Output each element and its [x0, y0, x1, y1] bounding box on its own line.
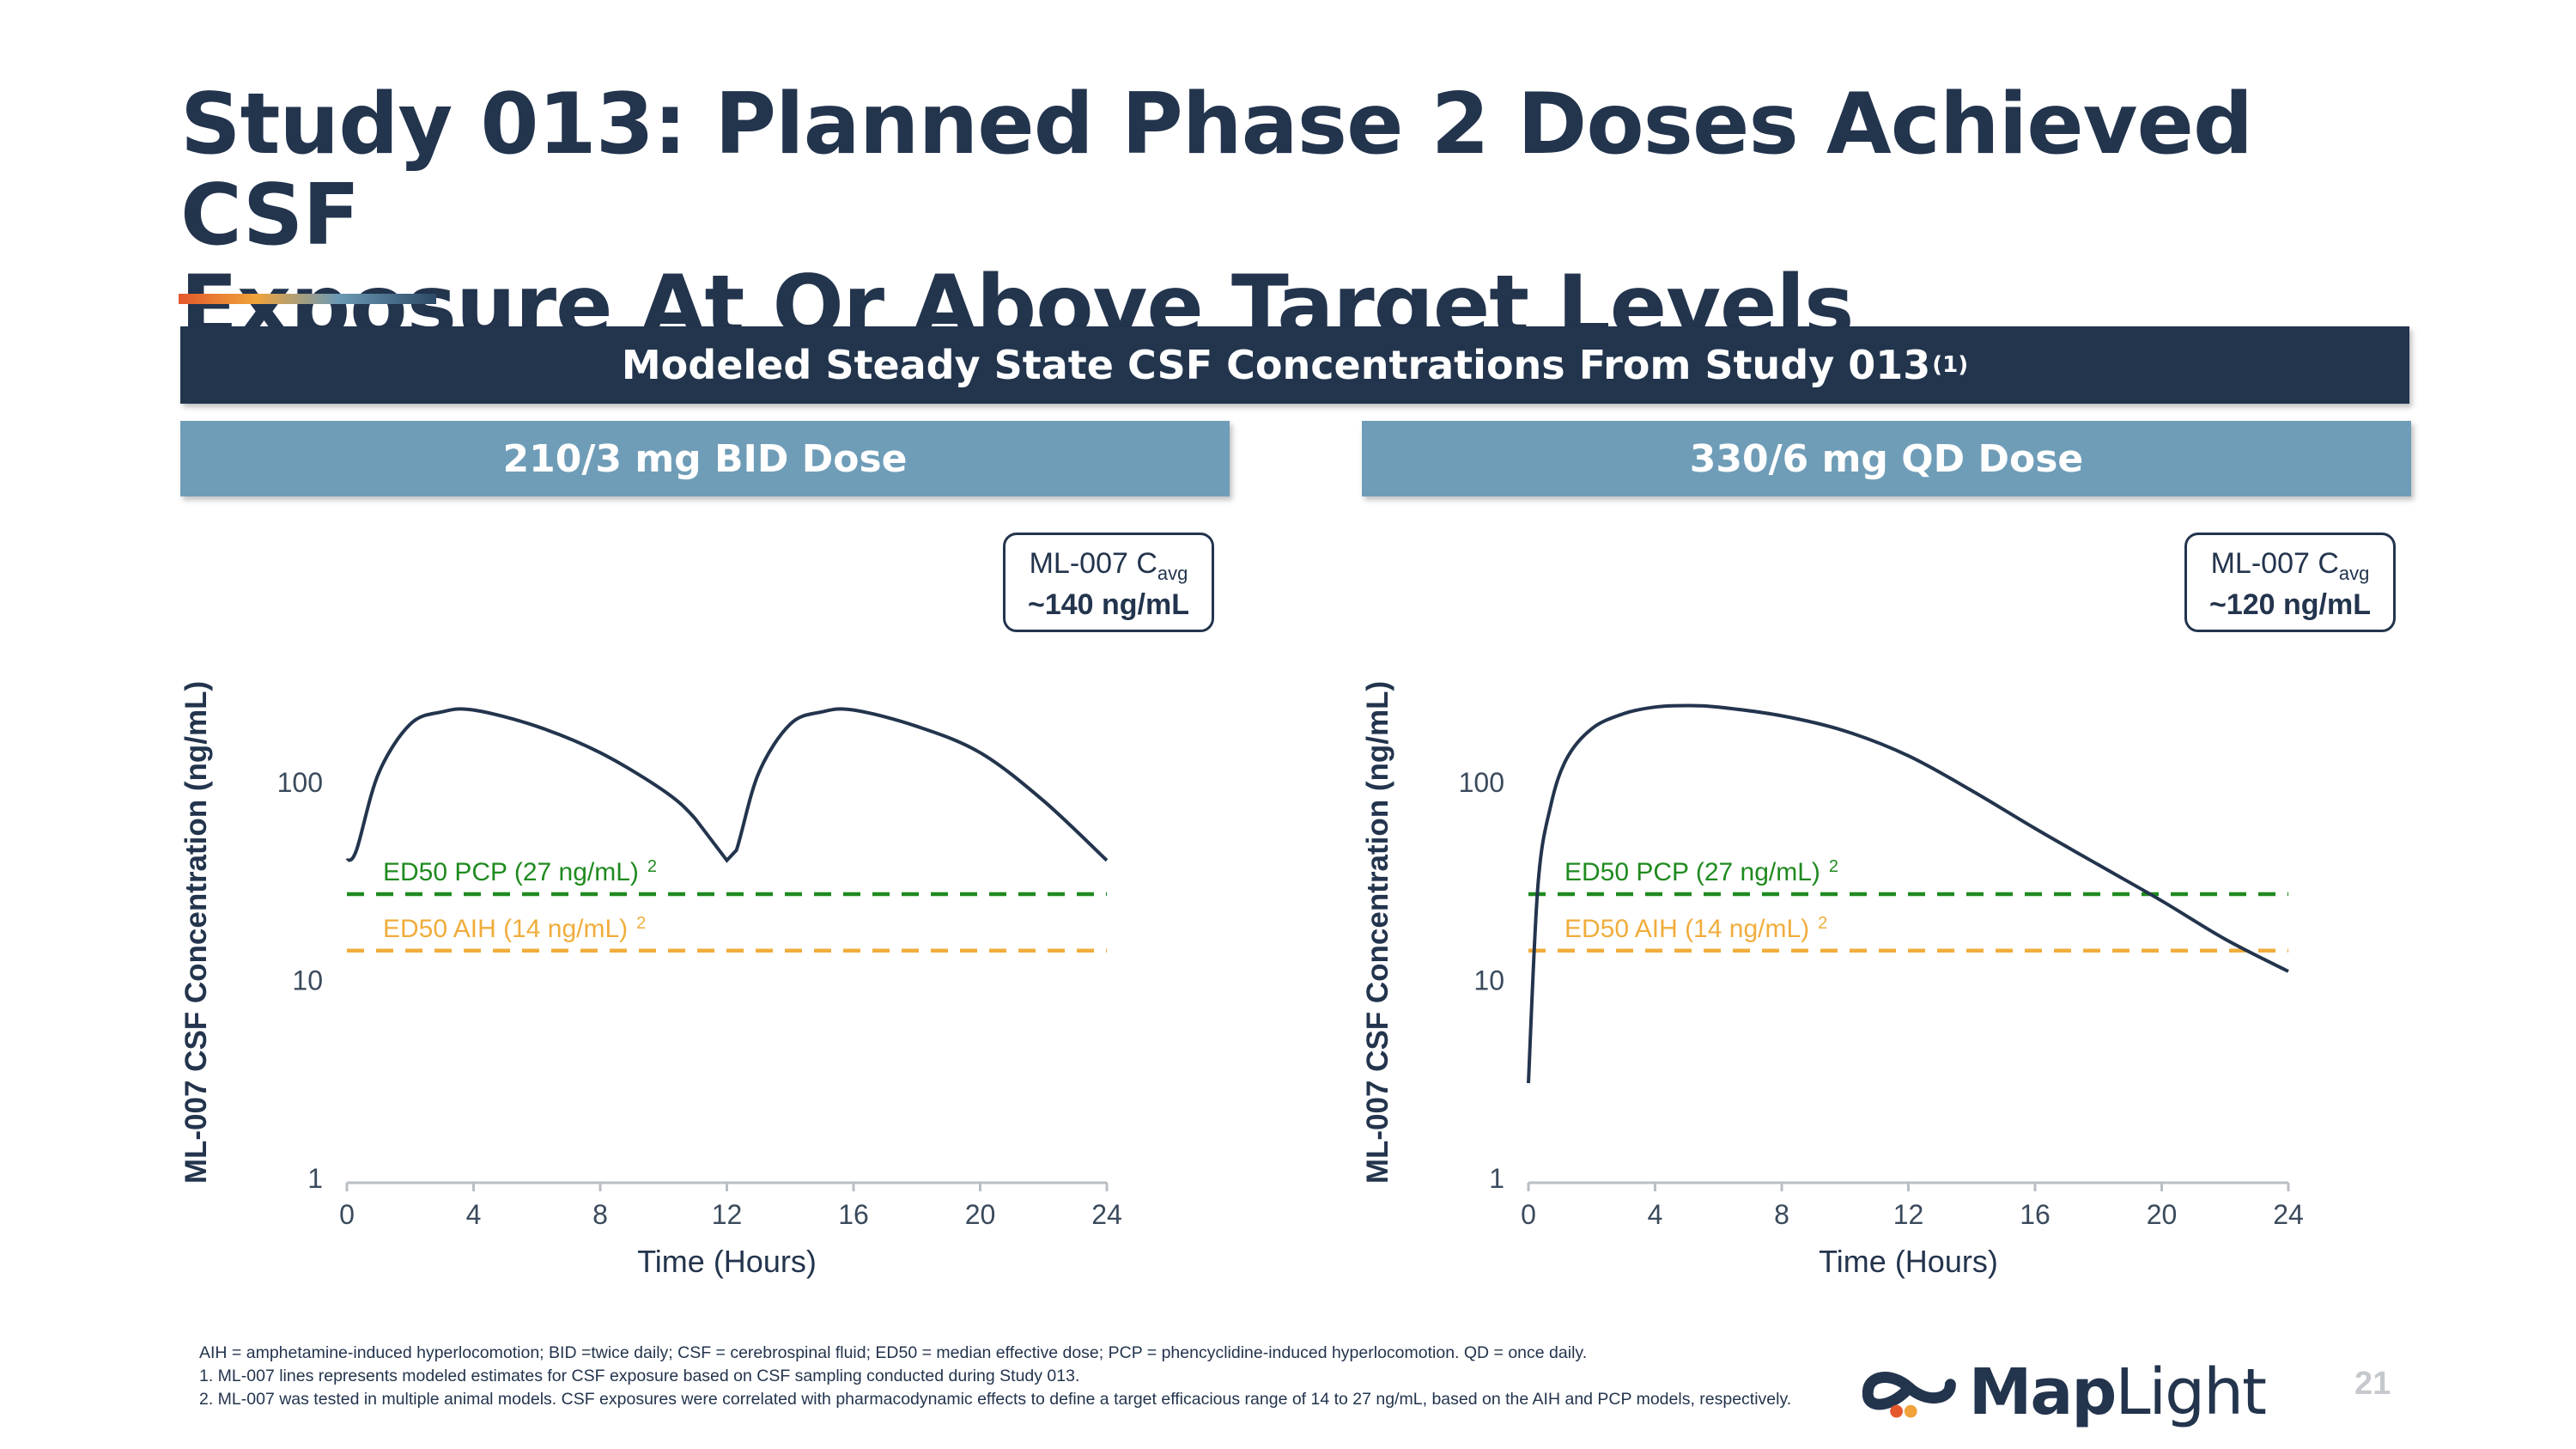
- section-banner: Modeled Steady State CSF Concentrations …: [180, 326, 2409, 404]
- concentration-curve: [345, 707, 1109, 863]
- page-title-line-1: Study 013: Planned Phase 2 Doses Achieve…: [180, 76, 2253, 265]
- y-tick-label: 100: [277, 767, 323, 798]
- maplight-logo: MapLight: [1862, 1354, 2267, 1431]
- reference-line-label: ED50 AIH (14 ng/mL) 2: [383, 914, 646, 943]
- x-tick-label: 12: [712, 1199, 743, 1230]
- x-tick-label: 20: [965, 1199, 996, 1230]
- chart-bid-svg: 1 10 100 0 4 8 12 16 20 24 ED50 PCP (27 ng/mL) 2 E…: [179, 681, 1122, 1279]
- x-axis-label: Time (Hours): [637, 1244, 817, 1279]
- y-tick-label: 1: [1489, 1163, 1504, 1194]
- y-tick-label: 1: [307, 1163, 323, 1194]
- cavg-value: ~140 ng/mL: [1027, 588, 1189, 621]
- maplight-logo-icon: [1862, 1372, 1956, 1418]
- x-tick-label: 24: [1091, 1199, 1122, 1230]
- maplight-wordmark: MapLight: [1968, 1355, 2267, 1429]
- reference-line-footnote-ref: 2: [1829, 857, 1838, 876]
- footnote-1: 1. ML-007 lines represents modeled estim…: [199, 1367, 1080, 1385]
- reference-line-footnote-ref: 2: [1818, 914, 1827, 933]
- x-tick-label: 4: [1648, 1199, 1663, 1230]
- x-tick-label: 16: [838, 1199, 869, 1230]
- y-axis-label: ML-007 CSF Concentration (ng/mL): [179, 681, 213, 1184]
- section-banner-footnote-ref: (1): [1932, 352, 1969, 378]
- x-tick-label: 8: [592, 1199, 608, 1230]
- reference-line-footnote-ref: 2: [647, 857, 657, 876]
- x-tick-label: 8: [1774, 1199, 1789, 1230]
- panel-heading-bid: 210/3 mg BID Dose: [180, 421, 1230, 496]
- reference-line-label: ED50 PCP (27 ng/mL) 2: [1564, 857, 1838, 886]
- x-tick-label: 16: [2020, 1199, 2050, 1230]
- panel-heading-qd: 330/6 mg QD Dose: [1362, 421, 2411, 496]
- reference-line-footnote-ref: 2: [636, 914, 646, 933]
- y-tick-label: 10: [292, 965, 323, 995]
- cavg-label: ML-007 Cavg: [1029, 547, 1188, 584]
- panel-heading-bid-text: 210/3 mg BID Dose: [502, 436, 908, 481]
- cavg-value: ~120 ng/mL: [2208, 588, 2371, 621]
- cavg-annotation-box: ML-007 Cavg ~140 ng/mL: [1003, 533, 1214, 632]
- footnotes: AIH = amphetamine-induced hyperlocomotio…: [199, 1342, 1831, 1411]
- chart-qd-svg: 1 10 100 0 4 8 12 16 20 24 ED50 PCP (27 ng/mL) 2 E…: [1361, 681, 2304, 1279]
- page-title: Study 013: Planned Phase 2 Doses Achieve…: [180, 79, 2413, 352]
- x-tick-label: 24: [2273, 1199, 2304, 1230]
- footnote-2: 2. ML-007 was tested in multiple animal …: [199, 1390, 1792, 1409]
- title-accent-bar: [179, 294, 436, 304]
- cavg-label: ML-007 Cavg: [2210, 547, 2370, 584]
- footnote-abbreviations: AIH = amphetamine-induced hyperlocomotio…: [199, 1343, 1588, 1362]
- chart-bid: 1 10 100 0 4 8 12 16 20 24 ED50 PCP (27 ng/mL) 2 E…: [172, 515, 1288, 1288]
- section-banner-text: Modeled Steady State CSF Concentrations …: [621, 342, 1931, 388]
- y-axis-label: ML-007 CSF Concentration (ng/mL): [1361, 681, 1394, 1184]
- x-tick-label: 12: [1893, 1199, 1924, 1230]
- y-tick-label: 10: [1473, 965, 1504, 995]
- chart-qd: 1 10 100 0 4 8 12 16 20 24 ED50 PCP (27 ng/mL) 2 E…: [1353, 515, 2470, 1288]
- reference-line-label: ED50 PCP (27 ng/mL) 2: [383, 857, 657, 886]
- x-tick-label: 4: [466, 1199, 482, 1230]
- cavg-annotation-box: ML-007 Cavg ~120 ng/mL: [2184, 533, 2396, 632]
- page-number: 21: [2354, 1366, 2391, 1402]
- concentration-curve: [1527, 703, 2289, 1084]
- panel-heading-qd-text: 330/6 mg QD Dose: [1689, 436, 2084, 481]
- x-axis-label: Time (Hours): [1819, 1244, 1998, 1279]
- x-tick-label: 0: [339, 1199, 355, 1230]
- reference-line-label: ED50 AIH (14 ng/mL) 2: [1564, 914, 1827, 943]
- y-tick-label: 100: [1459, 767, 1504, 798]
- x-tick-label: 20: [2147, 1199, 2178, 1230]
- x-tick-label: 0: [1521, 1199, 1536, 1230]
